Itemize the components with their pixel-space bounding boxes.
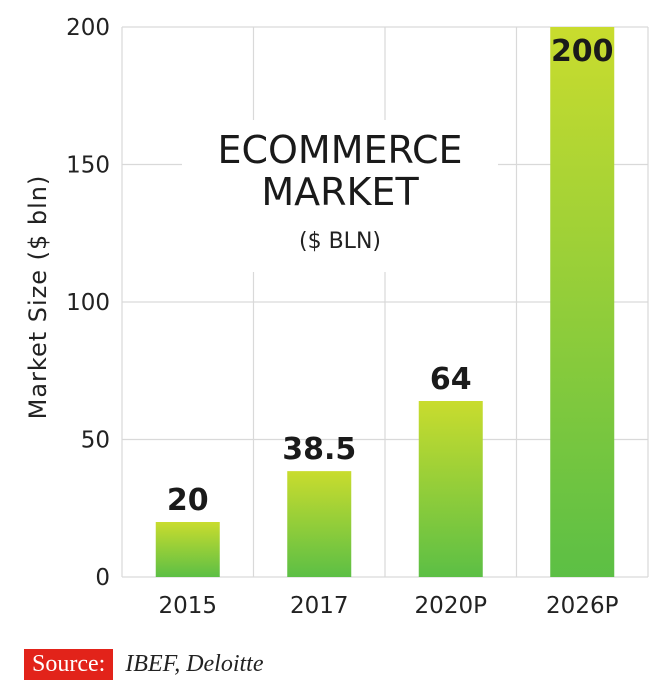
data-label: 38.5	[282, 432, 356, 467]
source-text: IBEF, Deloitte	[125, 650, 264, 677]
x-tick-label: 2026P	[546, 593, 619, 619]
y-tick-label: 0	[95, 565, 110, 591]
bar-2015	[155, 522, 220, 577]
bars	[155, 27, 615, 577]
source-credit: Source: IBEF, Deloitte	[24, 648, 264, 680]
bar-2017	[287, 471, 352, 577]
y-tick-label: 100	[66, 290, 110, 316]
axes: 0 50 100 150 200 20 2015 38.5 2017 64 2020P 200 2026…	[66, 15, 618, 619]
x-tick-label: 2017	[290, 593, 349, 619]
y-tick-label: 150	[66, 153, 110, 179]
y-axis-label: Market Size ($ bln)	[24, 175, 52, 420]
y-tick-label: 200	[66, 15, 110, 41]
y-tick-label: 50	[81, 428, 110, 454]
data-label: 64	[430, 362, 472, 397]
x-tick-label: 2015	[158, 593, 217, 619]
bar-chart: ECOMMERCE MARKET ($ BLN) 050100150200202…	[24, 15, 649, 619]
source-label: Source:	[24, 648, 114, 680]
title-background	[182, 120, 498, 272]
chart-title: ECOMMERCE	[217, 128, 462, 172]
x-tick-label: 2020P	[415, 593, 488, 619]
data-label: 200	[551, 34, 614, 69]
data-label: 20	[167, 483, 209, 518]
chart-title-block: ECOMMERCE MARKET ($ BLN)	[182, 120, 498, 272]
chart-subtitle: ($ BLN)	[299, 229, 381, 254]
bar-2026P	[550, 27, 615, 577]
chart-title-line2: MARKET	[261, 170, 419, 214]
bar-2020P	[418, 401, 483, 577]
